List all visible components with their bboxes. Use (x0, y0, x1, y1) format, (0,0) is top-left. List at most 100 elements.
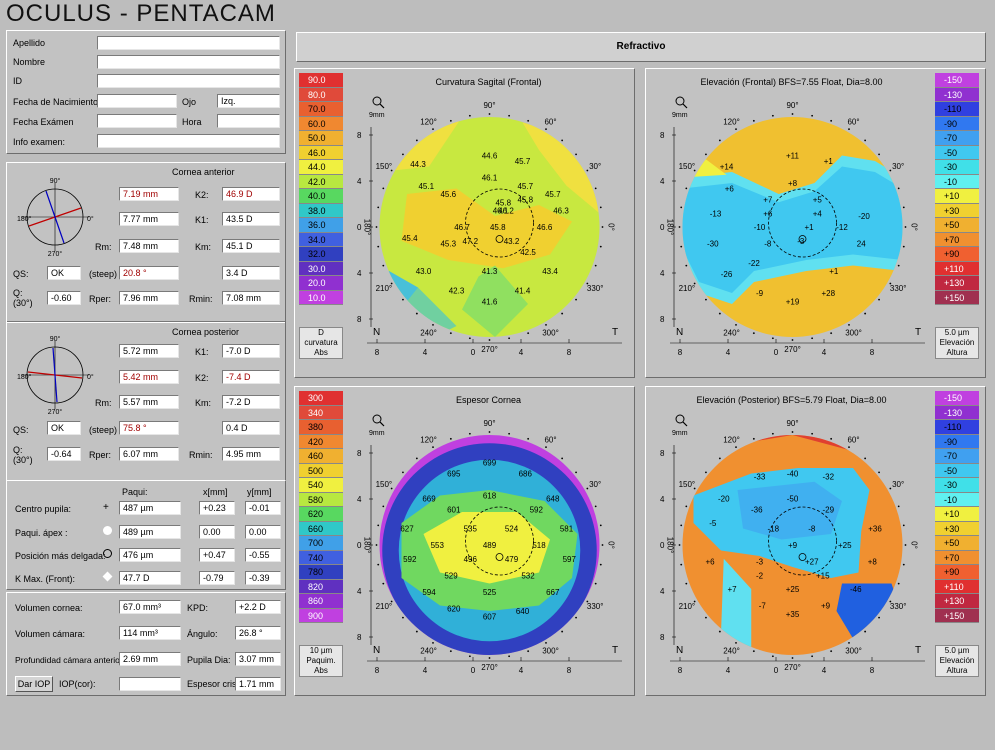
map-value: 695 (447, 470, 461, 479)
info-exam-field[interactable] (97, 134, 280, 148)
scale-unit-label: D (318, 328, 324, 337)
fecha-exam-field[interactable] (97, 114, 177, 128)
ring-tick (377, 524, 380, 527)
map-value: 45.7 (515, 157, 531, 166)
view-mode-title: Refractivo (616, 41, 666, 52)
angle-label: 270° (784, 663, 801, 672)
nasal-label: N (676, 645, 683, 656)
ojo-field[interactable]: Izq. (217, 94, 280, 108)
fecha-nac-label: Fecha de Nacimiento (13, 97, 99, 107)
topography-map[interactable]: 90° 60° 30° 0° 330° 300° 270° 240° 210° 180° 150° 1… (347, 91, 632, 371)
temporal-label: T (612, 645, 618, 656)
ring-tick (791, 339, 794, 341)
map-value: -12 (836, 223, 848, 232)
anterior-axis-diagram: 90° 270° 180° 0° (17, 177, 94, 257)
scale-step: 36.0 (299, 218, 343, 233)
nombre-field[interactable] (97, 55, 280, 69)
topography-map[interactable]: 90° 60° 30° 0° 330° 300° 270° 240° 210° 180° 150° 1… (347, 409, 632, 689)
ring-tick (752, 437, 755, 440)
x-axis-tick: 8 (567, 666, 572, 675)
scale-unit-label: curvatura (304, 338, 338, 347)
map-elevacion-posterior[interactable]: Elevación (Posterior) BFS=5.79 Float, Di… (645, 386, 986, 696)
map-value: 44.3 (410, 160, 426, 169)
map-value: -13 (710, 209, 722, 218)
y-axis-tick: 8 (357, 633, 362, 642)
dar-iop-button[interactable]: Dar IOP (15, 676, 53, 692)
map-value: -18 (767, 525, 779, 534)
ring-tick (771, 432, 774, 435)
map-value: 524 (505, 525, 519, 534)
map-curvatura-sagital[interactable]: Curvatura Sagital (Frontal) 90.0 80.0 70.0 6… (294, 68, 635, 378)
svg-text:0°: 0° (87, 373, 94, 381)
map-value: -10 (754, 223, 766, 232)
map-value: 648 (546, 494, 560, 503)
y-axis-tick: 0 (357, 541, 362, 550)
view-mode-header[interactable]: Refractivo (296, 32, 986, 62)
map-value: -40 (787, 470, 799, 479)
ring-tick (599, 245, 602, 248)
nasal-label: N (676, 327, 683, 338)
pupil-outline (465, 188, 534, 258)
topography-map[interactable]: 90° 60° 30° 0° 330° 300° 270° 240° 210° 180° 150° 1… (650, 91, 935, 371)
ring-tick (432, 128, 434, 131)
anterior-km: 45.1 D (222, 239, 280, 253)
map-value: 601 (447, 505, 461, 514)
ring-tick (449, 650, 452, 653)
posterior-k1: -7.0 D (222, 344, 280, 358)
anterior-rm: 7.48 mm (119, 239, 179, 253)
ring-tick (848, 323, 850, 326)
scale-step: 40.0 (299, 189, 343, 204)
x-axis-tick: 8 (567, 348, 572, 357)
angle-label: 330° (587, 602, 604, 611)
scale-step: +30 (935, 521, 979, 536)
fecha-nac-field[interactable] (97, 94, 177, 108)
ring-tick (488, 431, 491, 433)
ring-tick (575, 153, 577, 156)
ring-tick (864, 457, 867, 460)
topography-map[interactable]: 90° 60° 30° 0° 330° 300° 270° 240° 210° 180° 150° 1… (650, 409, 935, 689)
apellido-field[interactable] (97, 36, 280, 50)
zoom-magnifier-icon[interactable] (372, 414, 385, 427)
map-value: 45.8 (490, 223, 506, 232)
angle-label: 240° (723, 329, 740, 338)
curvature-zone (396, 287, 457, 337)
ring-tick (390, 282, 393, 285)
map-value: -3 (756, 558, 764, 567)
map-value: 45.7 (517, 182, 533, 191)
map-value: 529 (444, 571, 458, 580)
ring-tick (680, 524, 683, 527)
color-scale: 90.0 80.0 70.0 60.0 50.0 46.0 44.0 42.0 40.0 38.0… (299, 73, 343, 305)
ring-tick (594, 264, 597, 267)
scale-unit-label: Abs (314, 348, 328, 357)
ring-tick (432, 323, 434, 326)
zoom-magnifier-icon[interactable] (372, 96, 385, 109)
y-axis-tick: 4 (660, 587, 665, 596)
ring-tick (864, 139, 867, 142)
ring-tick (527, 332, 530, 335)
zoom-magnifier-icon[interactable] (675, 414, 688, 427)
anterior-q30-label: (30°) (13, 298, 33, 308)
hora-field[interactable] (217, 114, 280, 128)
color-scale: -150 -130 -110 -90 -70 -50 -30 -10 +10 +30 +50 +70 +… (935, 391, 979, 623)
ring-tick (718, 630, 721, 633)
map-espesor-cornea[interactable]: Espesor Cornea 300 340 380 420 460 500 540 580 62… (294, 386, 635, 696)
angle-label: 330° (587, 284, 604, 293)
map-value: +6 (705, 558, 715, 567)
zoom-magnifier-icon[interactable] (675, 96, 688, 109)
map-value: -3 (797, 237, 805, 246)
scale-unit-label: Paquim. (306, 656, 336, 665)
x-axis-tick: 4 (519, 666, 524, 675)
filled-circle-marker-icon (103, 526, 112, 535)
ring-tick (680, 206, 683, 209)
scale-unit-box: 5.0 µm Elevación Altura (935, 645, 979, 677)
map-value: 640 (516, 607, 530, 616)
y-axis-tick: 0 (660, 223, 665, 232)
ring-tick (830, 332, 833, 335)
map-value: +6 (725, 185, 735, 194)
id-field[interactable] (97, 74, 280, 88)
iop-field[interactable] (119, 677, 181, 691)
scale-unit-label: Altura (946, 666, 968, 675)
scale-step: -10 (935, 174, 979, 189)
map-elevacion-frontal[interactable]: Elevación (Frontal) BFS=7.55 Float, Dia=… (645, 68, 986, 378)
ring-tick (771, 337, 774, 340)
